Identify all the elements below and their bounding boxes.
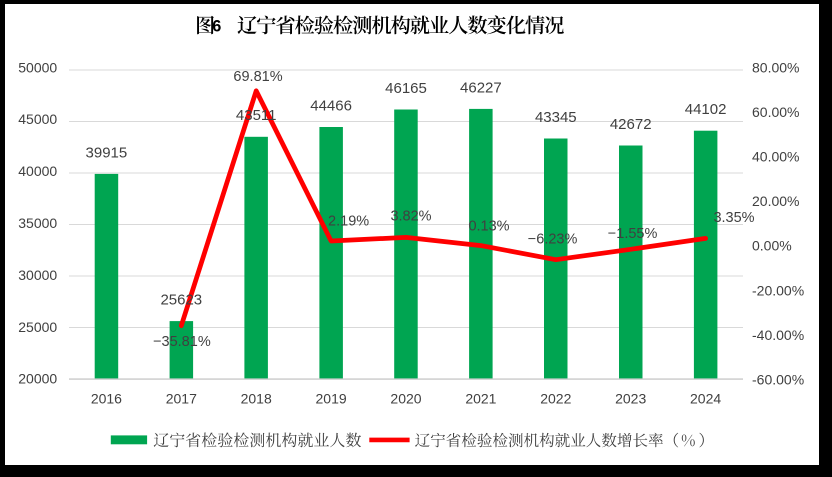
svg-text:25000: 25000 xyxy=(18,319,57,335)
svg-text:2021: 2021 xyxy=(465,391,496,407)
svg-text:50000: 50000 xyxy=(18,59,57,75)
svg-text:0.00%: 0.00% xyxy=(752,238,792,254)
svg-text:2020: 2020 xyxy=(390,391,421,407)
svg-text:-60.00%: -60.00% xyxy=(752,371,804,387)
svg-text:40000: 40000 xyxy=(18,163,57,179)
svg-text:80.00%: 80.00% xyxy=(752,59,799,75)
svg-text:40.00%: 40.00% xyxy=(752,149,799,165)
svg-text:60.00%: 60.00% xyxy=(752,104,799,120)
svg-text:0.13%: 0.13% xyxy=(468,219,509,235)
svg-text:30000: 30000 xyxy=(18,267,57,283)
svg-text:25623: 25623 xyxy=(160,292,202,309)
svg-text:2019: 2019 xyxy=(315,391,346,407)
svg-text:2.19%: 2.19% xyxy=(328,214,369,230)
svg-text:−6.23%: −6.23% xyxy=(527,231,577,247)
svg-text:2016: 2016 xyxy=(90,391,121,407)
svg-text:3.35%: 3.35% xyxy=(713,210,754,226)
svg-text:35000: 35000 xyxy=(18,215,57,231)
svg-text:2023: 2023 xyxy=(615,391,646,407)
svg-text:45000: 45000 xyxy=(18,111,57,127)
svg-text:6: 6 xyxy=(212,18,221,36)
svg-text:43345: 43345 xyxy=(534,109,576,126)
svg-text:2022: 2022 xyxy=(540,391,571,407)
svg-text:−1.55%: −1.55% xyxy=(607,226,657,242)
svg-text:-40.00%: -40.00% xyxy=(752,327,804,343)
svg-text:44102: 44102 xyxy=(684,101,726,118)
svg-text:39915: 39915 xyxy=(85,144,127,161)
svg-text:46227: 46227 xyxy=(460,79,502,96)
svg-text:−35.81%: −35.81% xyxy=(153,334,211,350)
svg-text:-20.00%: -20.00% xyxy=(752,282,804,298)
svg-text:3.82%: 3.82% xyxy=(390,209,431,225)
svg-text:42672: 42672 xyxy=(609,116,651,133)
svg-text:44466: 44466 xyxy=(310,97,352,114)
svg-text:46165: 46165 xyxy=(385,80,427,97)
svg-text:2024: 2024 xyxy=(690,391,721,407)
svg-text:69.81%: 69.81% xyxy=(233,69,282,85)
svg-text:2018: 2018 xyxy=(240,391,271,407)
svg-text:2017: 2017 xyxy=(165,391,196,407)
svg-text:20.00%: 20.00% xyxy=(752,193,799,209)
svg-text:43511: 43511 xyxy=(235,107,276,124)
svg-text:20000: 20000 xyxy=(18,371,57,387)
